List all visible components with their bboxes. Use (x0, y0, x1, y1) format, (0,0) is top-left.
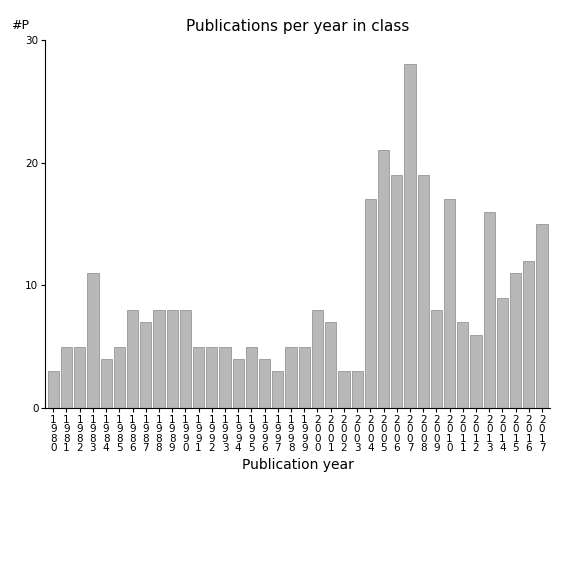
Title: Publications per year in class: Publications per year in class (186, 19, 409, 35)
Bar (444, 200, 455, 408)
Bar (497, 298, 508, 408)
Bar (404, 64, 416, 408)
Bar (48, 371, 59, 408)
Bar (510, 273, 521, 408)
Bar (523, 261, 535, 408)
Bar (312, 310, 323, 408)
Bar (206, 347, 217, 408)
Bar (431, 310, 442, 408)
Bar (153, 310, 164, 408)
Bar (536, 224, 548, 408)
Bar (167, 310, 178, 408)
Bar (259, 359, 270, 408)
Bar (338, 371, 349, 408)
Bar (246, 347, 257, 408)
Bar (299, 347, 310, 408)
Bar (61, 347, 72, 408)
Bar (484, 211, 495, 408)
Bar (272, 371, 284, 408)
Bar (114, 347, 125, 408)
Bar (140, 322, 151, 408)
Bar (325, 322, 336, 408)
Bar (457, 322, 468, 408)
Bar (378, 150, 389, 408)
Bar (219, 347, 231, 408)
Bar (352, 371, 363, 408)
X-axis label: Publication year: Publication year (242, 458, 354, 472)
Bar (180, 310, 191, 408)
Bar (100, 359, 112, 408)
Bar (87, 273, 99, 408)
Bar (285, 347, 297, 408)
Bar (193, 347, 204, 408)
Bar (232, 359, 244, 408)
Bar (471, 335, 481, 408)
Y-axis label: #P: #P (11, 19, 29, 32)
Bar (74, 347, 85, 408)
Bar (365, 200, 376, 408)
Bar (127, 310, 138, 408)
Bar (417, 175, 429, 408)
Bar (391, 175, 403, 408)
